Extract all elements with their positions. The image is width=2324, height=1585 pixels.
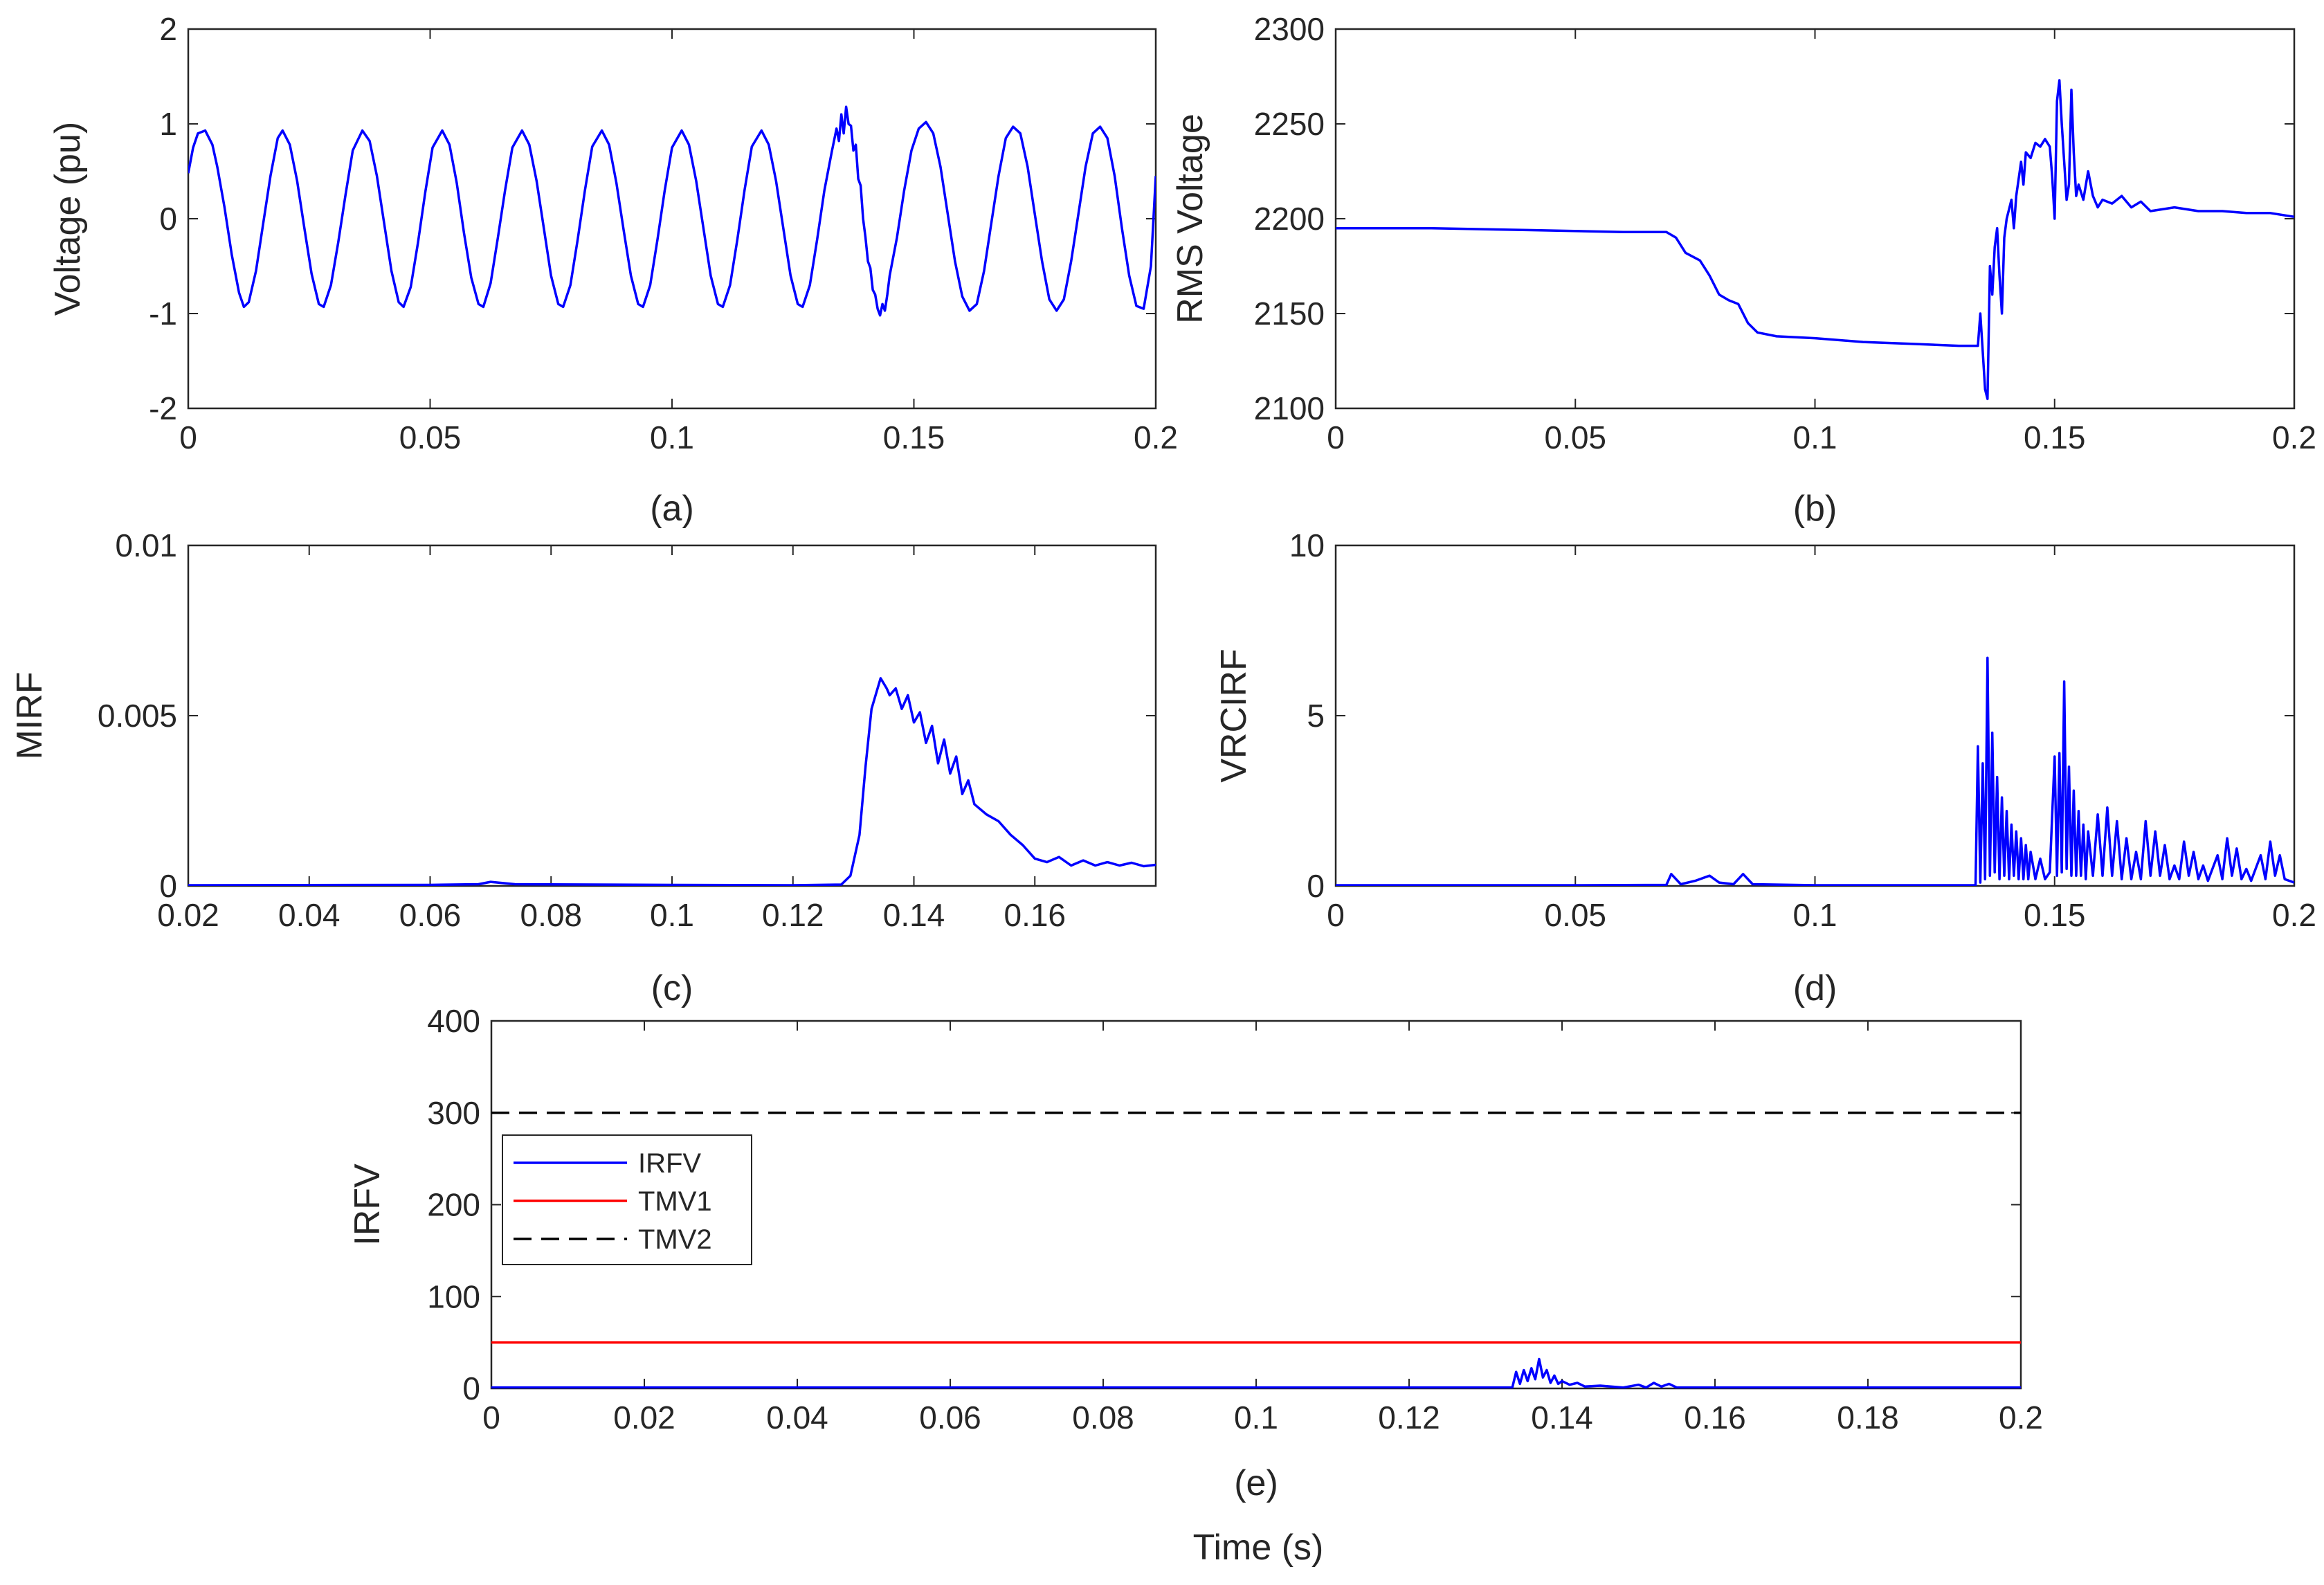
series-line-voltage bbox=[188, 105, 1156, 317]
y-tick-label: 5 bbox=[1307, 698, 1325, 734]
x-tick-label: 0.15 bbox=[2024, 897, 2086, 933]
x-tick-label: 0.2 bbox=[2272, 897, 2316, 933]
x-tick-label: 0.2 bbox=[2272, 419, 2316, 455]
x-tick-label: 0.2 bbox=[1134, 419, 1178, 455]
panel-e: 0 0.02 0.04 0.06 0.08 0.1 0.12 0.14 0.16 0.18 0.2 0… bbox=[347, 1003, 2043, 1503]
x-tick-label: 0.2 bbox=[1999, 1400, 2043, 1435]
y-tick-label: 0.01 bbox=[115, 527, 177, 563]
y-tick-label: 0.005 bbox=[98, 698, 177, 734]
caption-e: (e) bbox=[1234, 1463, 1278, 1503]
x-tick-label: 0 bbox=[1327, 897, 1345, 933]
panel-a: 0 0.05 0.1 0.15 0.2 -2 -1 0 1 2 Voltage (pu) (a) bbox=[48, 11, 1178, 529]
y-tick-label: 0 bbox=[159, 201, 177, 237]
x-tick-label: 0.08 bbox=[520, 897, 582, 933]
x-tick-label: 0.1 bbox=[1793, 419, 1837, 455]
x-tick-label: 0.06 bbox=[919, 1400, 981, 1435]
y-tick-label: -2 bbox=[149, 390, 177, 426]
y-tick-label: 10 bbox=[1289, 527, 1325, 563]
x-tick-label: 0.02 bbox=[157, 897, 219, 933]
figure-xlabel: Time (s) bbox=[1193, 1528, 1324, 1568]
panel-b: 0 0.05 0.1 0.15 0.2 2100 2150 2200 2250 2300 RMS V… bbox=[1170, 11, 2316, 529]
x-tick-label: 0.04 bbox=[278, 897, 341, 933]
x-tick-label: 0.1 bbox=[650, 897, 694, 933]
panel-c: 0.02 0.04 0.06 0.08 0.1 0.12 0.14 0.16 0 0.005 0.0… bbox=[10, 527, 1157, 1008]
y-tick-label: 200 bbox=[427, 1187, 480, 1223]
x-tick-label: 0.14 bbox=[883, 897, 945, 933]
y-tick-label: 2 bbox=[159, 11, 177, 47]
x-tick-label: 0.15 bbox=[883, 419, 945, 455]
y-tick-label: 0 bbox=[159, 868, 177, 904]
x-tick-label: 0 bbox=[1327, 419, 1345, 455]
x-tick-label: 0.16 bbox=[1684, 1400, 1746, 1435]
plot-area-b bbox=[1334, 28, 2296, 410]
y-tick-label: 1 bbox=[159, 106, 177, 142]
legend-label-tmv2: TMV2 bbox=[638, 1224, 712, 1255]
plot-area-a bbox=[187, 28, 1157, 410]
y-tick-label: -1 bbox=[149, 296, 177, 332]
y-axis-label-b: RMS Voltage bbox=[1170, 114, 1210, 324]
plot-area-c bbox=[187, 544, 1157, 887]
series-line-mirf bbox=[188, 677, 1156, 886]
x-tick-label: 0.04 bbox=[766, 1400, 828, 1435]
x-tick-label: 0.08 bbox=[1072, 1400, 1134, 1435]
y-tick-label: 2300 bbox=[1254, 11, 1325, 47]
caption-a: (a) bbox=[650, 489, 694, 529]
x-tick-label: 0.05 bbox=[399, 419, 462, 455]
y-axis-label-d: VRCIRF bbox=[1214, 649, 1254, 783]
y-tick-label: 0 bbox=[462, 1370, 480, 1406]
caption-b: (b) bbox=[1793, 489, 1837, 529]
x-tick-label: 0.02 bbox=[613, 1400, 675, 1435]
y-tick-label: 400 bbox=[427, 1003, 480, 1039]
caption-c: (c) bbox=[651, 968, 693, 1008]
y-tick-label: 0 bbox=[1307, 868, 1325, 904]
y-tick-label: 2150 bbox=[1254, 296, 1325, 332]
y-axis-label-c: MIRF bbox=[10, 671, 50, 759]
plot-area-d bbox=[1334, 544, 2296, 887]
x-tick-label: 0 bbox=[179, 419, 197, 455]
x-tick-label: 0.05 bbox=[1544, 419, 1606, 455]
x-tick-label: 0.06 bbox=[399, 897, 462, 933]
x-tick-label: 0.12 bbox=[762, 897, 824, 933]
legend-label-irfv: IRFV bbox=[638, 1148, 701, 1179]
y-tick-label: 300 bbox=[427, 1095, 480, 1131]
legend-label-tmv1: TMV1 bbox=[638, 1186, 712, 1217]
x-tick-label: 0.1 bbox=[650, 419, 694, 455]
x-tick-label: 0.18 bbox=[1837, 1400, 1899, 1435]
x-tick-label: 0.05 bbox=[1544, 897, 1606, 933]
y-tick-label: 2200 bbox=[1254, 201, 1325, 237]
x-tick-label: 0.12 bbox=[1378, 1400, 1440, 1435]
series-line-irfv bbox=[491, 1357, 2021, 1388]
x-tick-label: 0.14 bbox=[1531, 1400, 1593, 1435]
series-line-vrcirf bbox=[1336, 656, 2294, 886]
y-tick-label: 2100 bbox=[1254, 390, 1325, 426]
x-tick-label: 0.15 bbox=[2024, 419, 2086, 455]
panel-d: 0 0.05 0.1 0.15 0.2 0 5 10 VRCIRF (d) bbox=[1214, 527, 2316, 1008]
y-tick-label: 2250 bbox=[1254, 106, 1325, 142]
y-axis-label-e: IRFV bbox=[347, 1163, 388, 1246]
series-line-rms bbox=[1336, 79, 2294, 401]
caption-d: (d) bbox=[1793, 968, 1837, 1008]
y-tick-label: 100 bbox=[427, 1278, 480, 1314]
y-axis-label-a: Voltage (pu) bbox=[48, 122, 88, 316]
x-tick-label: 0.1 bbox=[1234, 1400, 1278, 1435]
x-tick-label: 0.1 bbox=[1793, 897, 1837, 933]
x-tick-label: 0 bbox=[482, 1400, 500, 1435]
x-tick-label: 0.16 bbox=[1004, 897, 1066, 933]
